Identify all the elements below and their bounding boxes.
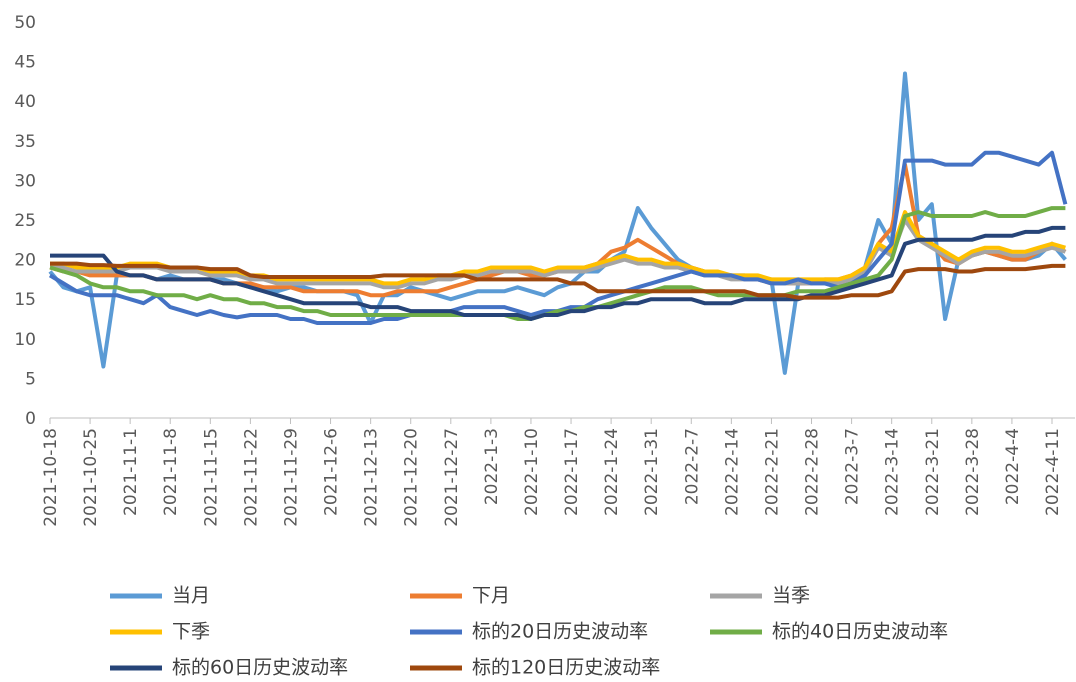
y-tick-label: 50 xyxy=(14,13,36,33)
x-tick-label: 2021-12-13 xyxy=(362,428,382,527)
x-tick-label: 2021-11-15 xyxy=(201,428,221,527)
x-tick-label: 2021-11-8 xyxy=(161,428,181,516)
legend-label: 标的20日历史波动率 xyxy=(472,621,648,643)
series-line xyxy=(49,206,1066,321)
x-tick-label: 2022-4-11 xyxy=(1043,428,1063,516)
y-tick-label: 30 xyxy=(14,171,36,191)
y-tick-label: 5 xyxy=(25,369,36,389)
x-tick-label: 2022-3-14 xyxy=(883,428,903,516)
y-tick-label: 40 xyxy=(14,92,36,112)
series-line xyxy=(48,71,1067,375)
x-tick-label: 2021-11-29 xyxy=(281,428,301,527)
series-line xyxy=(50,261,1066,300)
y-tick-label: 25 xyxy=(14,211,36,231)
x-tick-label: 2022-3-28 xyxy=(963,428,983,516)
legend-label: 下月 xyxy=(472,585,510,607)
x-tick-label: 2021-12-20 xyxy=(402,428,422,527)
x-tick-label: 2022-1-24 xyxy=(602,428,622,516)
x-tick-label: 2022-2-28 xyxy=(803,428,823,516)
y-tick-label: 0 xyxy=(25,409,36,429)
y-tick-label: 10 xyxy=(14,330,36,350)
x-tick-label: 2021-11-22 xyxy=(241,428,261,527)
x-tick-label: 2022-4-4 xyxy=(1003,428,1023,505)
legend-label: 当季 xyxy=(772,585,810,607)
x-tick-label: 2021-10-25 xyxy=(81,428,101,527)
legend-label: 标的40日历史波动率 xyxy=(772,621,948,643)
x-tick-label: 2021-12-27 xyxy=(442,428,462,527)
x-tick-label: 2021-10-18 xyxy=(41,428,61,527)
x-tick-label: 2022-2-7 xyxy=(682,428,702,505)
y-tick-label: 45 xyxy=(14,53,36,73)
x-tick-label: 2022-2-21 xyxy=(762,428,782,516)
legend-label: 下季 xyxy=(172,621,210,643)
x-tick-label: 2022-3-21 xyxy=(923,428,943,516)
y-tick-label: 20 xyxy=(14,251,36,271)
x-tick-label: 2022-1-17 xyxy=(562,428,582,516)
x-tick-label: 2021-11-1 xyxy=(121,428,141,516)
x-tick-label: 2022-1-10 xyxy=(522,428,542,516)
series-line xyxy=(50,225,1066,321)
legend-label: 当月 xyxy=(172,585,210,607)
x-tick-label: 2022-1-31 xyxy=(642,428,662,516)
legend-label: 标的120日历史波动率 xyxy=(472,657,660,679)
x-tick-label: 2022-3-7 xyxy=(843,428,863,505)
x-tick-label: 2021-12-6 xyxy=(322,428,342,516)
x-tick-label: 2022-1-3 xyxy=(482,428,502,505)
legend-label: 标的60日历史波动率 xyxy=(172,657,348,679)
x-tick-label: 2022-2-14 xyxy=(722,428,742,516)
y-tick-label: 35 xyxy=(14,132,36,152)
y-tick-label: 15 xyxy=(14,290,36,310)
